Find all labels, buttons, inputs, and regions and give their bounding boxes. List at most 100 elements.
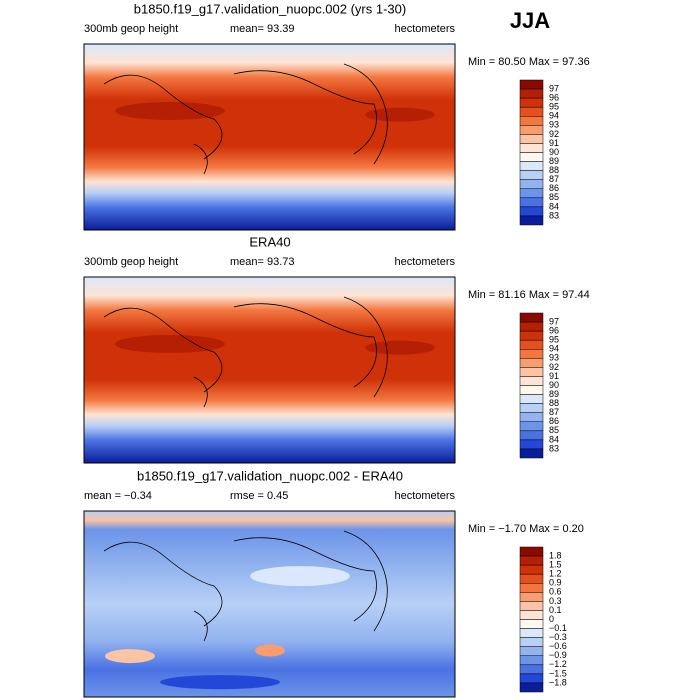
colorbar-label: 87 (549, 174, 559, 184)
panel-title: b1850.f19_g17.validation_nuopc.002 - ERA… (137, 468, 403, 483)
left-label: 300mb geop height (84, 256, 178, 268)
colorbar-box (519, 170, 544, 180)
colorbar-label: 87 (549, 407, 559, 417)
colorbar-box (519, 655, 544, 666)
colorbar-label: 88 (549, 165, 559, 175)
colorbar-label: 91 (549, 138, 559, 148)
map-feature (255, 644, 285, 657)
panel-title: ERA40 (249, 234, 290, 249)
colorbar-box (519, 367, 544, 377)
map-feature (365, 107, 435, 122)
colorbar-box (519, 197, 544, 208)
colorbar-label: 97 (549, 316, 559, 326)
panel-title: b1850.f19_g17.validation_nuopc.002 (yrs … (134, 1, 406, 16)
colorbar-box (519, 564, 544, 575)
colorbar-label: 89 (549, 389, 559, 399)
colorbar-label: 94 (549, 344, 559, 354)
colorbar-box (519, 555, 544, 566)
colorbar-label: −1.5 (549, 668, 567, 678)
colorbar-label: 83 (549, 210, 559, 220)
map-feature (115, 101, 225, 120)
coastlines (103, 63, 388, 175)
colorbar-box (519, 664, 544, 675)
colorbar-box (519, 321, 544, 332)
colorbar-label: 0.6 (549, 587, 562, 597)
colorbar-label: 1.8 (549, 550, 562, 560)
colorbar-label: −1.2 (549, 659, 567, 669)
colorbar-label: −0.3 (549, 632, 567, 642)
colorbar-box (519, 116, 544, 126)
min-max: Min = 80.50 Max = 97.36 (468, 56, 590, 68)
colorbar-box (519, 179, 544, 189)
colorbar-box (519, 412, 544, 422)
panels: b1850.f19_g17.validation_nuopc.002 (yrs … (83, 1, 590, 698)
colorbar-box (519, 330, 544, 341)
colorbar-label: 88 (549, 398, 559, 408)
colorbar-box (519, 143, 544, 153)
colorbar-box (519, 106, 544, 117)
colorbar-box (519, 312, 544, 323)
middle-label: mean= 93.39 (230, 23, 295, 35)
colorbar-box (519, 430, 544, 441)
colorbar-label: −1.8 (549, 677, 567, 687)
colorbar-label: 1.2 (549, 569, 562, 579)
colorbar-box (519, 79, 544, 90)
colorbar-box (519, 134, 544, 144)
colorbar-box (519, 628, 544, 638)
colorbar-label: 90 (549, 147, 559, 157)
map-field (84, 511, 455, 697)
colorbar-label: 83 (549, 443, 559, 453)
colorbar-label: 95 (549, 102, 559, 112)
colorbar-box (519, 583, 544, 593)
left-label: mean = −0.34 (84, 490, 152, 502)
colorbar-box (519, 546, 544, 557)
colorbar-label: 0.3 (549, 596, 562, 606)
min-max: Min = −1.70 Max = 0.20 (468, 523, 584, 535)
map-frame (83, 276, 456, 464)
season-heading: JJA (510, 8, 550, 33)
colorbar-label: 96 (549, 93, 559, 103)
colorbar-box (519, 349, 544, 359)
colorbar-label: 89 (549, 156, 559, 166)
middle-label: mean= 93.73 (230, 256, 295, 268)
min-max: Min = 81.16 Max = 97.44 (468, 289, 590, 301)
map-feature (365, 340, 435, 355)
colorbar-label: 0.1 (549, 605, 562, 615)
colorbar-label: 96 (549, 326, 559, 336)
colorbar-box (519, 592, 544, 602)
colorbar-box (519, 673, 544, 684)
middle-label: rmse = 0.45 (230, 490, 288, 502)
colorbar-box (519, 376, 544, 386)
colorbar-box (519, 152, 544, 162)
colorbar-label: 94 (549, 111, 559, 121)
colorbar-label: 86 (549, 416, 559, 426)
colorbar-box (519, 215, 544, 226)
panel: ERA40 300mb geop height mean= 93.73 hectome… (83, 234, 590, 464)
map-field (84, 44, 455, 230)
colorbar-label: 97 (549, 83, 559, 93)
map-feature (105, 649, 155, 664)
colorbar-label: 84 (549, 201, 559, 211)
colorbar-box (519, 573, 544, 584)
colorbar-box (519, 97, 544, 108)
map-feature (115, 334, 225, 353)
colorbar-box (519, 358, 544, 368)
colorbar-box (519, 88, 544, 99)
colorbar-box (519, 646, 544, 656)
right-label: hectometers (394, 490, 455, 502)
colorbar-box (519, 601, 544, 611)
colorbar-box (519, 385, 544, 395)
colorbar-label: 90 (549, 380, 559, 390)
right-label: hectometers (394, 23, 455, 35)
colorbar-label: −0.1 (549, 623, 567, 633)
coastlines (103, 296, 388, 408)
map-field (84, 277, 455, 463)
colorbar-label: 85 (549, 192, 559, 202)
colorbar-label: 84 (549, 434, 559, 444)
colorbar-box (519, 339, 544, 350)
colorbar-label: 93 (549, 120, 559, 130)
colorbar-box (519, 161, 544, 171)
colorbar-label: 93 (549, 353, 559, 363)
colorbar-box (519, 610, 544, 620)
